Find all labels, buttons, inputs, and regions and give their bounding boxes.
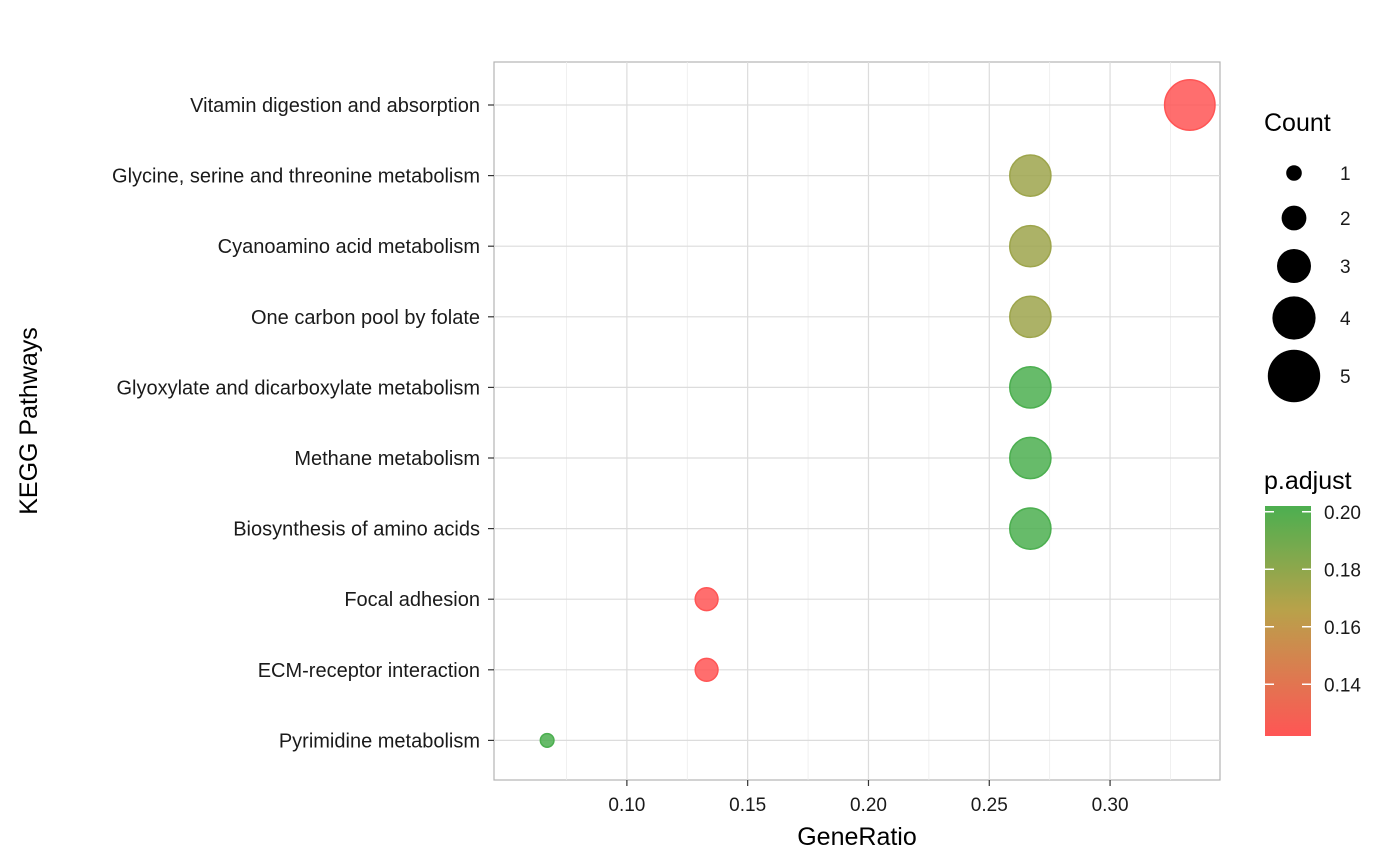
size-legend-label: 5 <box>1340 367 1351 388</box>
category-label: Vitamin digestion and absorption <box>190 95 480 117</box>
data-points <box>539 79 1216 748</box>
category-label: Glycine, serine and threonine metabolism <box>112 166 480 188</box>
data-point <box>694 657 719 682</box>
x-tick-label: 0.20 <box>850 795 887 816</box>
data-point <box>1008 366 1052 409</box>
color-legend: p.adjust 0.14 0.16 0.18 0.20 <box>1264 467 1361 736</box>
color-legend-label: 0.20 <box>1324 503 1361 524</box>
size-legend-key <box>1272 296 1316 340</box>
data-point <box>1008 507 1052 550</box>
data-point <box>1008 224 1052 268</box>
size-legend-title: Count <box>1264 109 1331 137</box>
data-point <box>1008 436 1052 480</box>
x-axis-title: GeneRatio <box>797 823 917 851</box>
data-point <box>1163 79 1216 131</box>
size-legend-key <box>1267 349 1321 403</box>
grid-lines <box>488 62 1220 786</box>
plot-panel <box>493 61 1221 781</box>
color-legend-label: 0.16 <box>1324 618 1361 639</box>
size-legend-label: 2 <box>1340 209 1351 230</box>
x-tick-label: 0.10 <box>608 795 645 816</box>
color-legend-label: 0.14 <box>1324 675 1361 696</box>
size-legend-label: 3 <box>1340 257 1351 278</box>
data-point <box>539 732 555 748</box>
category-label: ECM-receptor interaction <box>258 660 480 682</box>
size-legend-label: 4 <box>1340 309 1351 330</box>
y-axis-title: KEGG Pathways <box>15 327 43 515</box>
size-legend-key <box>1286 165 1302 181</box>
size-legend-key <box>1277 249 1311 283</box>
color-legend-label: 0.18 <box>1324 560 1361 581</box>
category-label: Focal adhesion <box>344 589 480 611</box>
color-legend-title: p.adjust <box>1264 467 1352 495</box>
category-label: Pyrimidine metabolism <box>279 730 480 752</box>
size-legend-key <box>1281 205 1307 231</box>
category-label: Glyoxylate and dicarboxylate metabolism <box>116 377 480 399</box>
category-labels: Vitamin digestion and absorption Glycine,… <box>112 95 480 752</box>
data-point <box>1008 295 1052 339</box>
category-label: One carbon pool by folate <box>251 307 480 329</box>
x-tick-labels: 0.10 0.15 0.20 0.25 0.30 <box>608 795 1128 816</box>
color-legend-bar <box>1265 506 1311 736</box>
x-tick-label: 0.25 <box>971 795 1008 816</box>
x-tick-label: 0.30 <box>1092 795 1129 816</box>
size-legend-label: 1 <box>1340 164 1351 185</box>
size-legend: Count 1 2 3 4 5 <box>1264 109 1351 403</box>
category-label: Cyanoamino acid metabolism <box>218 236 480 258</box>
category-label: Biosynthesis of amino acids <box>233 519 480 541</box>
x-tick-label: 0.15 <box>729 795 766 816</box>
data-point <box>694 587 719 612</box>
category-label: Methane metabolism <box>294 448 480 470</box>
data-point <box>1008 154 1052 197</box>
